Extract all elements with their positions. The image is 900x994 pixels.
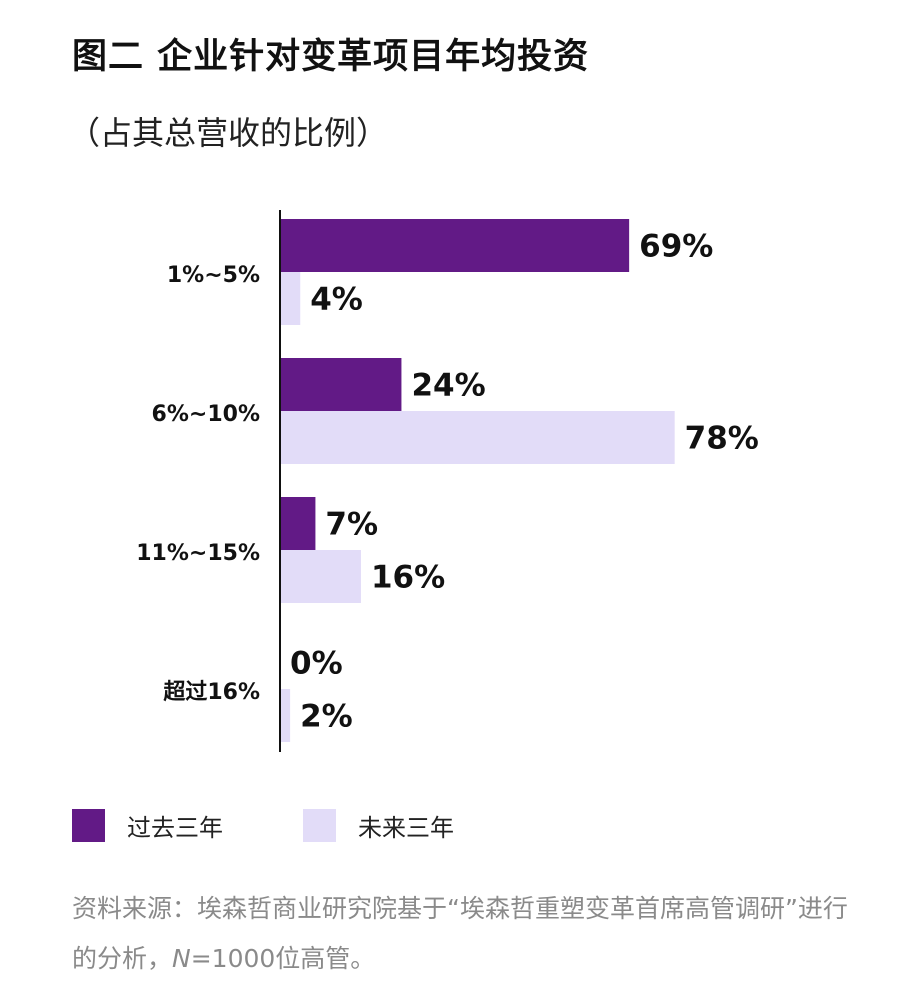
data-label: 2% xyxy=(300,699,353,735)
category-label: 6%~10% xyxy=(152,402,260,427)
data-label: 69% xyxy=(639,229,713,265)
legend-swatch-past xyxy=(72,809,105,842)
chart-subtitle: （占其总营收的比例） xyxy=(68,114,389,152)
bar-chart: 1%~5% 69% 4% 6%~10% 24% 78% 11%~15% 7% 16% 超过16% 0… xyxy=(136,210,759,752)
legend-label-past: 过去三年 xyxy=(127,814,223,842)
category-label: 1%~5% xyxy=(167,263,260,288)
data-label: 7% xyxy=(325,507,378,543)
data-label: 0% xyxy=(290,646,343,682)
source-prefix: 资料来源：埃森哲商业研究院基于“埃森哲重塑变革首席高管调研”进行的分析， xyxy=(72,894,848,973)
source-suffix: =1000位高管。 xyxy=(190,944,376,973)
legend-swatch-future xyxy=(303,809,336,842)
source-n-symbol: N xyxy=(172,944,191,973)
category-label: 超过16% xyxy=(163,680,260,705)
legend-item-future: 未来三年 xyxy=(303,808,454,843)
bar-future xyxy=(280,689,291,742)
data-label: 24% xyxy=(411,368,485,404)
data-label: 16% xyxy=(371,560,445,596)
bar-future xyxy=(280,272,301,325)
data-label: 4% xyxy=(310,282,363,318)
legend-item-past: 过去三年 xyxy=(72,808,223,843)
bar-future xyxy=(280,411,675,464)
legend: 过去三年 未来三年 xyxy=(72,808,534,843)
data-label: 78% xyxy=(685,421,759,457)
bar-past xyxy=(280,497,316,550)
category-label: 11%~15% xyxy=(136,541,260,566)
legend-label-future: 未来三年 xyxy=(358,814,454,842)
chart-title: 图二 企业针对变革项目年均投资 xyxy=(72,37,590,77)
source-note: 资料来源：埃森哲商业研究院基于“埃森哲重塑变革首席高管调研”进行的分析，N=10… xyxy=(72,884,872,984)
bar-future xyxy=(280,550,361,603)
bar-past xyxy=(280,219,630,272)
bar-past xyxy=(280,358,402,411)
